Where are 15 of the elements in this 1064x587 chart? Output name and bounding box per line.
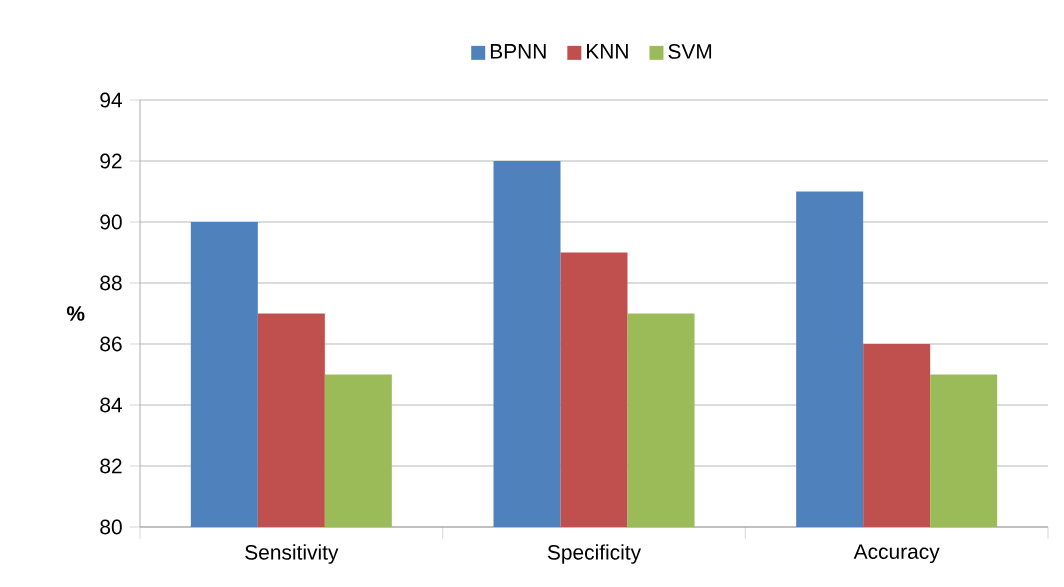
y-tick-label: 86 — [100, 336, 122, 352]
y-axis-title: % — [66, 306, 85, 321]
legend-label: KNN — [587, 44, 628, 59]
y-tick-label: 88 — [100, 275, 122, 291]
y-tick-label: 84 — [100, 397, 122, 413]
y-tick-label: 94 — [100, 92, 122, 108]
legend-label: SVM — [668, 44, 712, 59]
legend-label: BPNN — [490, 44, 546, 59]
x-tick-label: Accuracy — [853, 544, 940, 564]
y-tick-label: 90 — [100, 214, 122, 230]
y-tick-label: 82 — [100, 458, 122, 474]
x-tick-label: Specificity — [547, 544, 642, 564]
y-tick-label: 92 — [100, 153, 122, 169]
x-tick-label: Sensitivity — [245, 544, 339, 564]
y-tick-label: 80 — [100, 519, 122, 535]
